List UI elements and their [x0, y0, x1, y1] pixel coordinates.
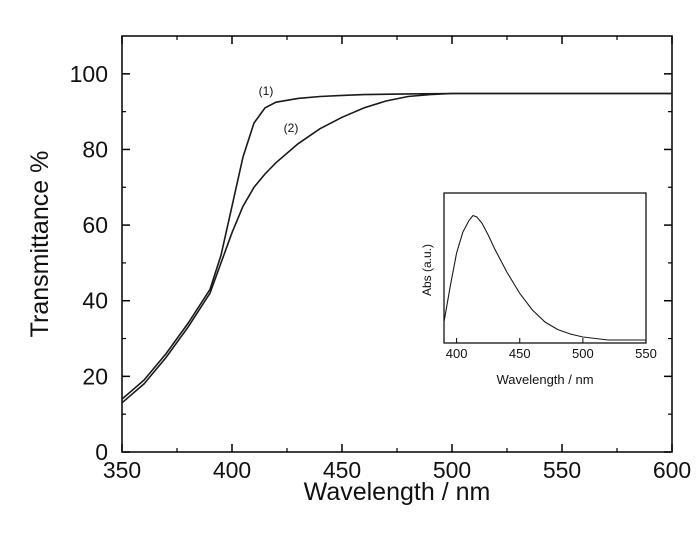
series-2-line [121, 92, 672, 404]
inset-curves [443, 214, 646, 341]
x-tick-label: 400 [213, 457, 251, 483]
inset-x-tick-label: 550 [635, 346, 657, 361]
x-tick-label: 550 [543, 457, 581, 483]
y-tick-label: 20 [82, 363, 108, 389]
x-tick-label: 500 [433, 457, 471, 483]
inset-absorbance-line [443, 214, 646, 341]
y-axis-label: Transmittance % [26, 151, 54, 338]
inset-x-axis-label: Wavelength / nm [496, 372, 593, 387]
y-tick-label: 60 [82, 212, 108, 238]
x-tick-label: 450 [323, 457, 361, 483]
series-2-label: (2) [284, 121, 299, 135]
y-tick-label: 100 [70, 61, 108, 87]
main-ticks: 350 400 450 500 550 600 0 20 40 60 80 100 [70, 36, 691, 483]
main-curves [121, 92, 672, 404]
y-tick-label: 80 [82, 136, 108, 162]
y-tick-label: 40 [82, 288, 108, 314]
x-tick-label: 600 [653, 457, 691, 483]
x-tick-label: 350 [103, 457, 141, 483]
y-tick-label: 0 [95, 439, 108, 465]
inset-plot-frame [443, 192, 647, 344]
inset-ticks: 400 450 500 550 [446, 338, 657, 361]
inset-x-tick-label: 450 [509, 346, 531, 361]
series-1-label: (1) [259, 84, 274, 98]
inset-x-tick-label: 500 [572, 346, 594, 361]
x-axis-label: Wavelength / nm [304, 478, 491, 506]
inset-y-axis-label: Abs (a.u.) [420, 244, 434, 296]
inset-x-tick-label: 400 [446, 346, 468, 361]
